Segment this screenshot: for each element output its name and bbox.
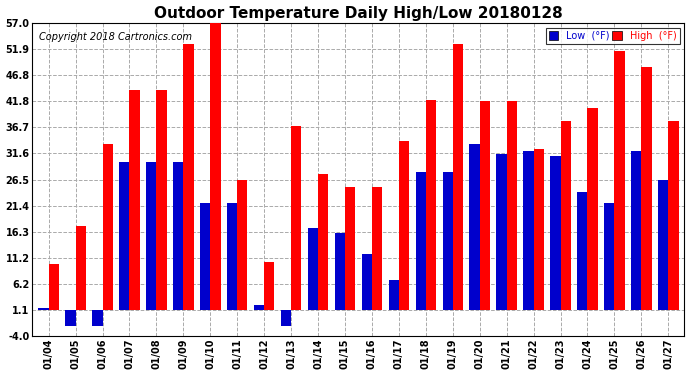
Bar xyxy=(281,310,291,326)
Bar xyxy=(658,180,669,310)
Bar xyxy=(578,192,587,310)
Bar xyxy=(480,101,490,310)
Bar xyxy=(631,152,641,310)
Bar xyxy=(335,234,345,310)
Bar xyxy=(415,172,426,310)
Bar xyxy=(506,101,517,310)
Bar xyxy=(442,172,453,310)
Bar xyxy=(146,162,157,310)
Bar xyxy=(641,67,651,310)
Bar xyxy=(308,228,318,310)
Bar xyxy=(48,264,59,310)
Bar xyxy=(496,154,506,310)
Bar xyxy=(254,305,264,310)
Bar xyxy=(227,202,237,310)
Bar xyxy=(200,202,210,310)
Bar xyxy=(614,51,624,310)
Bar xyxy=(533,149,544,310)
Bar xyxy=(669,121,678,310)
Title: Outdoor Temperature Daily High/Low 20180128: Outdoor Temperature Daily High/Low 20180… xyxy=(154,6,563,21)
Bar xyxy=(523,152,533,310)
Bar xyxy=(560,121,571,310)
Bar xyxy=(119,162,130,310)
Bar xyxy=(426,100,436,310)
Bar xyxy=(39,308,48,310)
Bar xyxy=(210,23,221,310)
Bar xyxy=(587,108,598,310)
Bar xyxy=(173,162,184,310)
Bar xyxy=(66,310,76,326)
Bar xyxy=(604,202,614,310)
Bar xyxy=(237,180,248,310)
Bar xyxy=(318,174,328,310)
Text: Copyright 2018 Cartronics.com: Copyright 2018 Cartronics.com xyxy=(39,33,192,42)
Bar xyxy=(469,144,480,310)
Bar xyxy=(103,144,112,310)
Bar xyxy=(388,280,399,310)
Bar xyxy=(399,141,409,310)
Legend: Low  (°F), High  (°F): Low (°F), High (°F) xyxy=(546,28,680,44)
Bar xyxy=(157,90,166,310)
Bar xyxy=(362,254,372,310)
Bar xyxy=(372,187,382,310)
Bar xyxy=(453,44,463,310)
Bar xyxy=(184,44,194,310)
Bar xyxy=(76,226,86,310)
Bar xyxy=(291,126,302,310)
Bar xyxy=(264,262,275,310)
Bar xyxy=(130,90,139,310)
Bar xyxy=(92,310,103,326)
Bar xyxy=(551,156,560,310)
Bar xyxy=(345,187,355,310)
